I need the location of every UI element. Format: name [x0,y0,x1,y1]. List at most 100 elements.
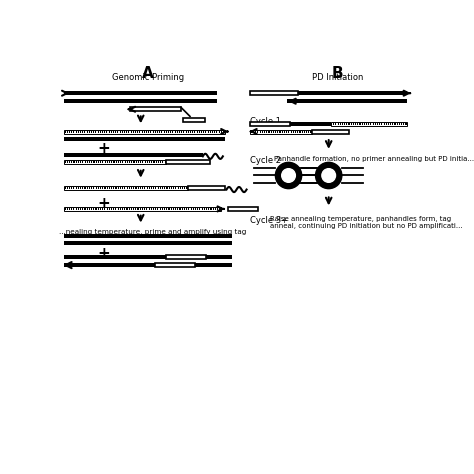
Bar [64,263,232,267]
Bar [142,130,143,133]
Bar [135,130,136,133]
Bar [113,161,115,163]
Bar [124,130,125,133]
Bar [93,187,94,189]
Bar [275,130,276,133]
Bar [214,130,215,133]
Bar [175,208,176,210]
Bar [215,208,216,210]
Bar [177,208,178,210]
Bar [142,208,143,210]
Circle shape [322,169,336,182]
Bar [340,123,341,125]
Bar [144,187,146,189]
Bar [342,123,343,125]
Bar [192,130,193,133]
Bar [133,208,134,210]
Bar [71,208,72,210]
Bar [120,187,121,189]
Text: PD Initiation: PD Initiation [312,73,364,82]
Bar [250,129,312,134]
Bar [153,187,154,189]
Bar [280,130,281,133]
Text: +: + [98,196,110,211]
Bar [157,187,159,189]
Bar [64,153,203,157]
Bar [164,208,165,210]
Bar [348,123,349,125]
Bar [104,208,105,210]
Bar [359,123,361,125]
Bar [111,208,112,210]
Bar [87,208,88,210]
Bar [155,208,156,210]
Bar [300,130,301,133]
Bar [64,160,166,164]
Bar [166,160,210,164]
Bar [64,99,218,103]
Bar [64,187,65,189]
Bar [155,130,156,133]
Bar [353,123,354,125]
Text: Cycle 2: Cycle 2 [250,156,281,165]
Bar [122,130,123,133]
Bar [84,208,85,210]
Bar [368,123,369,125]
Bar [73,161,74,163]
Bar [184,208,185,210]
Bar [148,208,150,210]
Bar [96,161,97,163]
Bar [394,123,396,125]
Bar [113,187,114,189]
Bar [137,187,139,189]
Bar [260,130,261,133]
Bar [91,130,92,133]
Bar [312,129,349,134]
Bar [399,123,400,125]
Bar [67,130,68,133]
Bar [379,123,380,125]
Bar [297,130,298,133]
Bar [71,187,72,189]
Bar [120,161,121,163]
Bar [351,123,352,125]
Bar [255,130,256,133]
Bar [168,208,170,210]
Bar [116,161,117,163]
Bar [84,161,86,163]
Bar [82,130,83,133]
Bar [69,208,70,210]
Bar [150,130,151,133]
Bar [69,130,70,133]
Bar [91,208,92,210]
Bar [210,130,211,133]
Bar [197,208,198,210]
Bar [138,161,139,163]
Bar [119,130,120,133]
Bar [401,123,402,125]
Bar [208,208,210,210]
Bar [80,187,81,189]
Bar [118,187,119,189]
Bar [210,208,211,210]
Bar [174,130,176,133]
Bar [130,130,132,133]
Bar [64,161,65,163]
Bar [208,130,209,133]
Bar [133,161,135,163]
Bar [146,208,147,210]
Bar [288,130,290,133]
Bar [109,208,110,210]
Bar [405,123,407,125]
Bar [388,123,389,125]
Bar [82,208,83,210]
Bar [253,130,254,133]
Bar [212,130,213,133]
Bar [159,130,160,133]
Bar [160,208,161,210]
Bar [104,130,105,133]
Bar [115,130,116,133]
Bar [166,130,167,133]
Bar [80,208,81,210]
Bar [89,187,90,189]
